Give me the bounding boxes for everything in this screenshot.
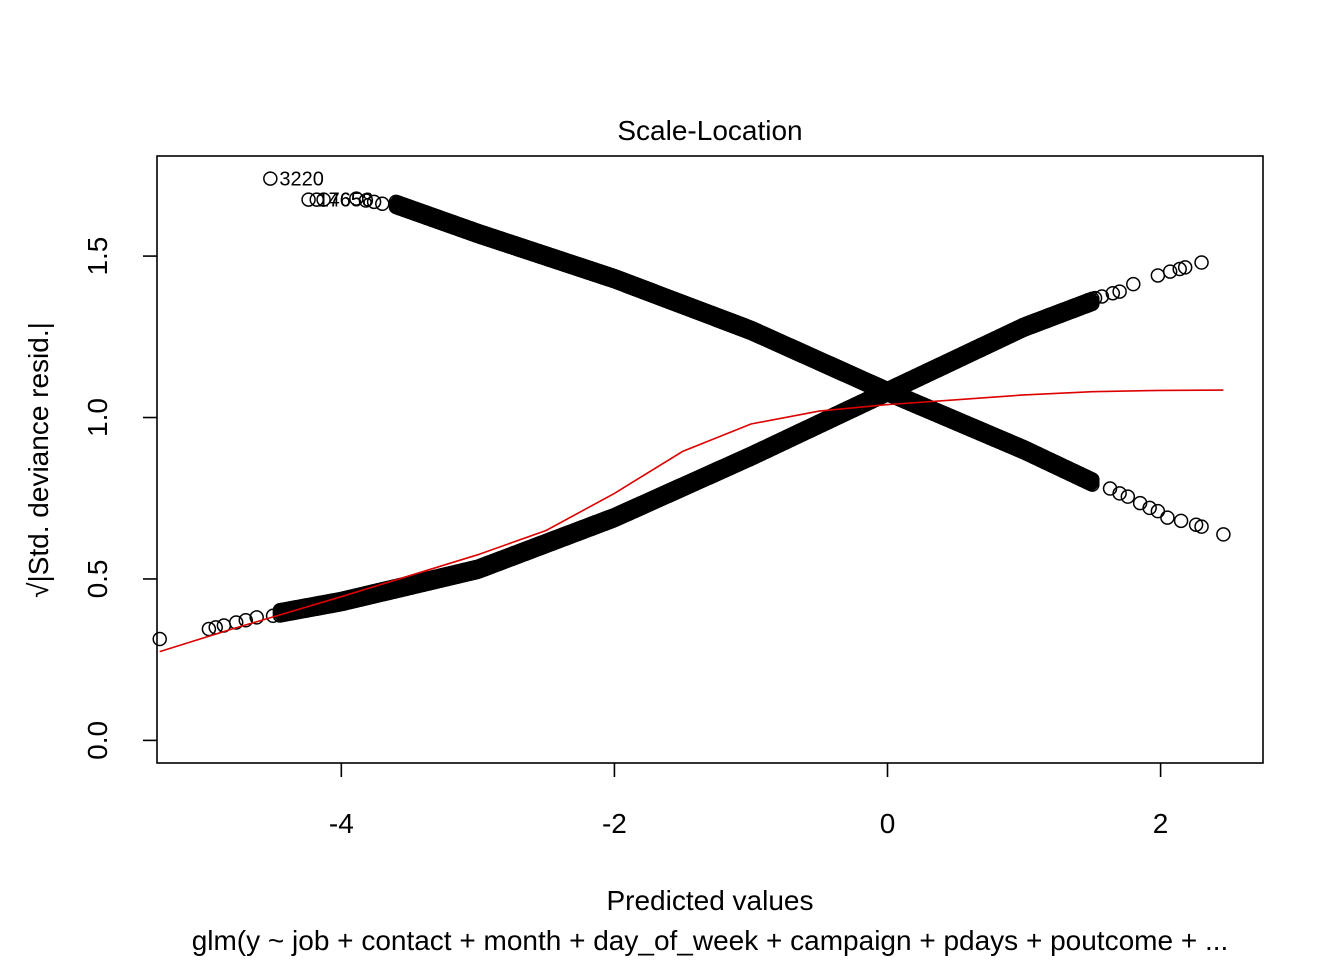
data-point: [301, 192, 316, 207]
data-point: [1087, 290, 1103, 306]
data-point: [238, 613, 254, 628]
point-label: 17658: [318, 190, 374, 212]
data-point: [1112, 486, 1127, 501]
x-tick-label: -2: [602, 808, 627, 839]
y-tick-label: 1.5: [82, 237, 113, 276]
data-point: [1173, 513, 1189, 529]
data-point: [1142, 500, 1157, 516]
point-label: 3220: [279, 169, 324, 191]
x-tick-label: 0: [880, 808, 896, 839]
model-formula-subtitle: glm(y ~ job + contact + month + day_of_w…: [192, 925, 1229, 956]
smooth-line: [159, 389, 1224, 653]
y-tick-label: 1.0: [82, 398, 113, 437]
data-point: [249, 610, 264, 625]
data-point: [152, 631, 167, 647]
y-axis-label: √|Std. deviance resid.|: [23, 322, 54, 598]
x-tick-label: -4: [329, 808, 354, 839]
smooth-line-layer: [159, 389, 1224, 653]
data-point: [375, 196, 390, 212]
data-point: [309, 192, 325, 207]
data-point: [1150, 503, 1166, 519]
y-tick-label: 0.5: [82, 559, 113, 598]
data-point: [349, 191, 364, 206]
data-point: [1172, 261, 1187, 277]
data-point: [1105, 285, 1121, 301]
residual-points: [152, 171, 1231, 647]
data-point: [1160, 510, 1175, 525]
data-point: [1162, 264, 1178, 279]
x-axis: -4 -2 0 2: [329, 763, 1169, 839]
data-point: [366, 194, 382, 210]
chart-title: Scale-Location: [617, 115, 802, 146]
point-label: 14658: [318, 190, 374, 212]
data-point: [1120, 489, 1136, 504]
data-point: [1216, 527, 1231, 542]
y-tick-label: 0.0: [82, 721, 113, 760]
data-point: [1094, 289, 1110, 304]
y-axis: 0.0 0.5 1.0 1.5: [82, 237, 157, 760]
data-point: [1126, 276, 1141, 292]
data-point: [316, 192, 331, 207]
data-point: [228, 615, 244, 630]
data-point: [1150, 268, 1166, 283]
x-tick-label: 2: [1153, 808, 1169, 839]
data-point: [1102, 481, 1118, 496]
data-point: [1194, 255, 1209, 270]
data-point: [358, 193, 374, 208]
data-point: [263, 171, 278, 186]
x-axis-label: Predicted values: [606, 885, 813, 916]
plot-frame: [156, 155, 1264, 764]
data-point: [1112, 284, 1127, 299]
data-point: [1132, 495, 1148, 511]
data-point: [1085, 472, 1100, 487]
data-point: [1085, 477, 1100, 492]
data-point: [1194, 519, 1209, 534]
data-point: [1177, 260, 1193, 275]
